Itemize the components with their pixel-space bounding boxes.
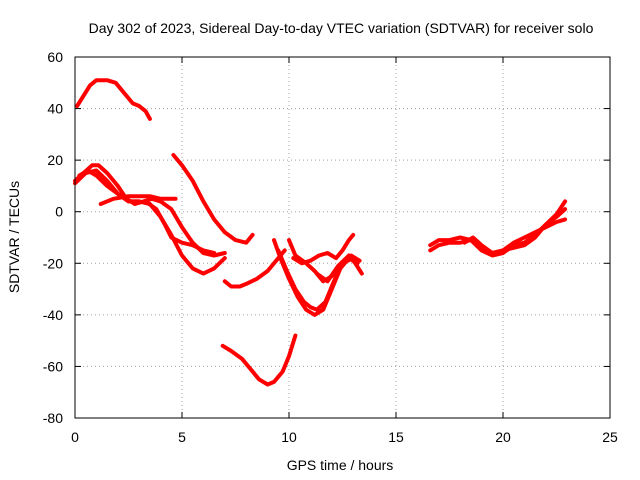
y-tick-label: -40 — [43, 307, 63, 323]
chart-title: Day 302 of 2023, Sidereal Day-to-day VTE… — [89, 20, 594, 36]
series-line-arc-7 — [171, 153, 255, 245]
y-tick-label: 20 — [47, 152, 63, 168]
y-tick-label: -60 — [43, 358, 63, 374]
series-line-arc-4 — [77, 168, 142, 204]
axis-ticks — [74, 56, 611, 419]
x-tick-label: 25 — [602, 429, 618, 445]
series-line-arc-9 — [220, 333, 298, 387]
series-line-arc-8 — [222, 248, 287, 289]
y-tick-label: -20 — [43, 255, 63, 271]
y-tick-label: 40 — [47, 101, 63, 117]
series-line-arc-13 — [291, 232, 356, 266]
series-line-arc-15 — [428, 207, 568, 255]
y-axis-label: SDTVAR / TECUs — [6, 181, 22, 293]
x-tick-label: 20 — [495, 429, 511, 445]
y-tick-label: -80 — [43, 410, 63, 426]
series-line-arc-1 — [75, 78, 152, 121]
plot-frame — [74, 56, 611, 419]
data-series — [73, 78, 568, 387]
x-tick-label: 5 — [178, 429, 186, 445]
y-tick-label: 60 — [47, 49, 63, 65]
series-line-arc-10 — [272, 238, 360, 317]
series-line-arc-3 — [73, 168, 227, 276]
tick-labels: 0 5 10 15 20 25 -80 -60 -40 -20 0 20 40 60 — [43, 49, 618, 445]
series-line-arc-5 — [98, 194, 178, 206]
x-tick-label: 0 — [71, 429, 79, 445]
y-tick-label: 0 — [55, 204, 63, 220]
series-line-arc-17 — [462, 217, 568, 255]
x-tick-label: 15 — [388, 429, 404, 445]
x-tick-label: 10 — [281, 429, 297, 445]
x-axis-label: GPS time / hours — [287, 457, 394, 473]
series-line-arc-6 — [143, 199, 217, 255]
series-line-arc-14 — [314, 253, 364, 284]
